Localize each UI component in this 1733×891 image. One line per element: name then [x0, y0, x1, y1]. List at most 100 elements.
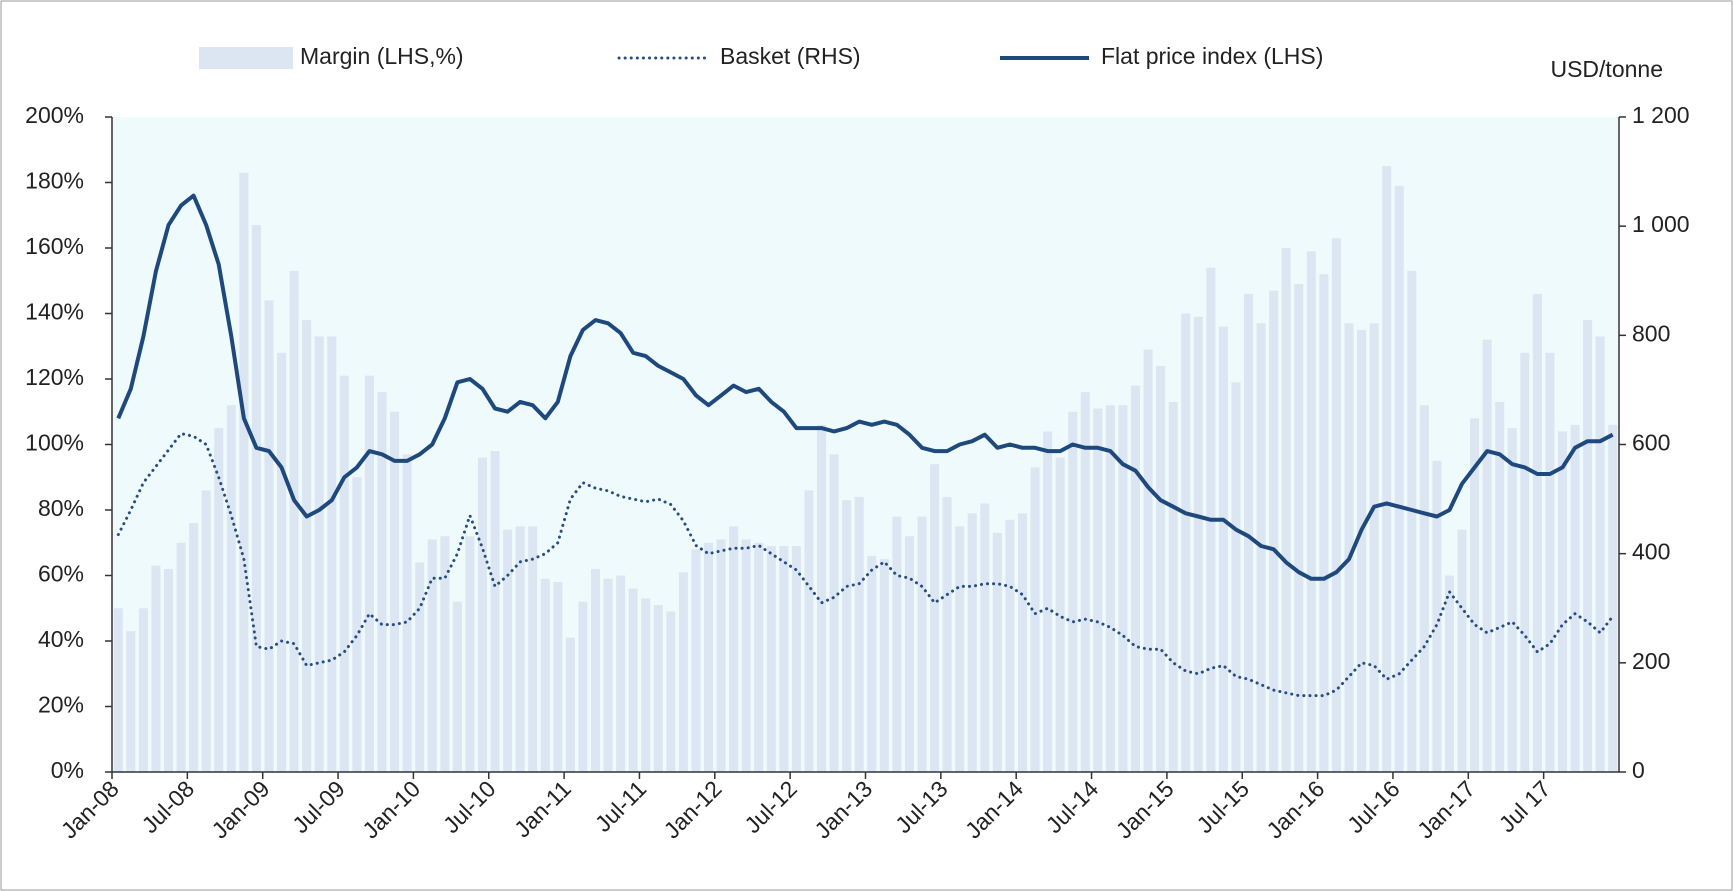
bar: [1532, 293, 1542, 772]
bar: [1382, 166, 1392, 772]
bar: [578, 601, 588, 772]
bar: [1369, 323, 1379, 772]
bar: [1407, 270, 1417, 772]
bar: [1005, 519, 1015, 772]
bar: [1218, 326, 1228, 772]
bar: [1520, 352, 1530, 772]
bar: [892, 516, 902, 772]
bar: [1608, 424, 1618, 772]
bar: [879, 559, 889, 772]
y-tick-label: 140%: [25, 299, 84, 325]
y2-axis-title: USD/tonne: [1550, 56, 1663, 82]
y2-tick-label: 200: [1632, 648, 1670, 674]
bar: [980, 503, 990, 772]
bar: [854, 496, 864, 772]
bar: [1394, 185, 1404, 772]
bar: [1156, 365, 1166, 772]
bar: [829, 454, 839, 772]
bar: [390, 411, 400, 772]
bar: [817, 424, 827, 772]
bar: [1482, 339, 1492, 772]
y2-tick-label: 400: [1632, 539, 1670, 565]
line: [116, 193, 1614, 581]
bar: [1419, 405, 1429, 772]
legend-label: Flat price index (LHS): [1101, 43, 1323, 69]
bar: [302, 320, 312, 772]
bar: [1017, 513, 1028, 772]
y2-tick-label: 0: [1632, 757, 1645, 783]
bar: [1105, 405, 1115, 772]
bar: [1470, 418, 1480, 772]
bar: [415, 562, 425, 772]
bar: [628, 588, 638, 772]
bar: [214, 428, 224, 772]
bar: [1570, 424, 1580, 772]
bar: [653, 604, 663, 772]
bar: [452, 601, 462, 772]
bar: [289, 270, 299, 772]
bar: [1043, 431, 1053, 772]
bar: [251, 225, 261, 772]
line: [116, 432, 1615, 698]
bar: [477, 457, 487, 772]
bar: [641, 598, 651, 772]
bar: [465, 536, 475, 772]
bar: [126, 631, 136, 772]
bar: [553, 582, 563, 772]
bar: [590, 568, 601, 772]
y-tick-label: 80%: [38, 495, 84, 521]
y2-tick-label: 800: [1632, 320, 1670, 346]
bar: [515, 526, 525, 772]
bar: [666, 611, 676, 772]
y2-tick-label: 600: [1632, 430, 1670, 456]
bar: [201, 490, 211, 772]
bar: [264, 300, 274, 772]
bar: [1432, 460, 1442, 772]
y2-tick-label: 1 000: [1632, 211, 1690, 237]
bar: [678, 572, 688, 772]
bar: [616, 575, 626, 772]
bar: [113, 608, 123, 772]
y-tick-label: 120%: [25, 364, 84, 390]
bar: [1269, 290, 1279, 772]
bar: [1357, 329, 1367, 772]
bar: [339, 375, 349, 772]
bar: [1030, 467, 1040, 772]
bar: [904, 536, 914, 772]
bar: [1444, 575, 1454, 772]
legend-swatch: [199, 47, 293, 69]
bar: [163, 568, 174, 772]
bar: [226, 405, 236, 772]
bar: [867, 555, 877, 772]
bar: [176, 542, 186, 772]
bar: [440, 536, 450, 772]
bar: [716, 539, 726, 772]
bar: [364, 375, 374, 772]
bar: [955, 526, 965, 772]
bar: [1319, 274, 1329, 772]
bar: [1130, 385, 1141, 772]
bar: [1068, 411, 1078, 772]
bar: [1583, 320, 1593, 772]
bar: [138, 608, 148, 772]
bar: [352, 477, 362, 772]
y-tick-label: 200%: [25, 102, 84, 128]
bar: [427, 539, 437, 772]
y-tick-label: 160%: [25, 233, 84, 259]
bar: [992, 532, 1002, 772]
bar: [1344, 323, 1354, 772]
bar: [741, 539, 751, 772]
bar: [1557, 431, 1568, 772]
bar: [565, 637, 575, 772]
bar: [1244, 293, 1254, 772]
bar: [503, 529, 513, 772]
bar: [917, 516, 927, 772]
bar: [239, 172, 249, 773]
bar: [691, 549, 701, 772]
bar: [1457, 529, 1467, 772]
y2-tick-label: 1 200: [1632, 102, 1690, 128]
legend-label: Margin (LHS,%): [300, 43, 464, 69]
bar: [1331, 238, 1341, 773]
